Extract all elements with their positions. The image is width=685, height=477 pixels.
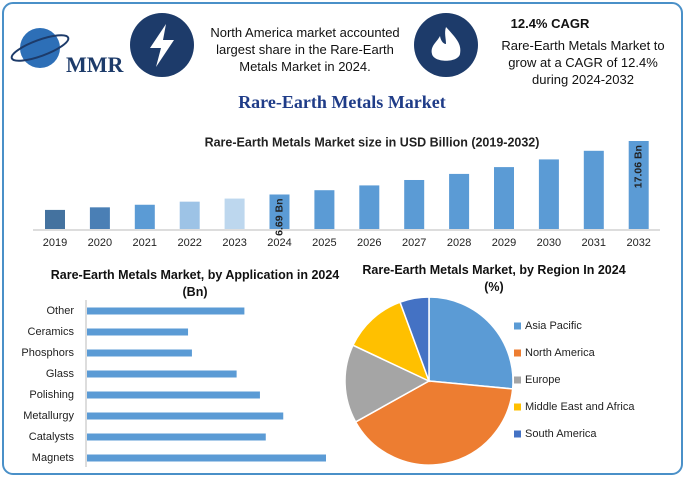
- pie-slice: [351, 301, 431, 383]
- y-tick-label: Polishing: [29, 389, 74, 401]
- chart-title: Rare-Earth Metals Market, by Application…: [50, 268, 340, 299]
- bar: [87, 454, 326, 462]
- bar: [538, 159, 559, 229]
- pie-slice: [344, 344, 431, 423]
- bar: [628, 141, 649, 229]
- lightning-icon: [150, 24, 174, 67]
- x-tick-label: 2027: [402, 237, 426, 249]
- bar: [449, 173, 470, 229]
- pie-slice: [428, 296, 514, 390]
- bar: [87, 391, 260, 399]
- legend-swatch: [514, 349, 521, 357]
- bar: [134, 204, 155, 229]
- fact-text: Rare-Earth Metals Market to grow at a CA…: [501, 38, 665, 87]
- y-tick-label: Glass: [46, 368, 75, 380]
- bar: [224, 198, 245, 229]
- logo-orbit: [10, 34, 70, 62]
- x-tick-label: 2023: [222, 237, 246, 249]
- bar: [87, 328, 189, 336]
- chart-title: Rare-Earth Metals Market size in USD Bil…: [205, 135, 540, 149]
- x-tick-label: 2025: [312, 237, 336, 249]
- chart-title: Rare-Earth Metals Market, by Region In 2…: [362, 263, 626, 294]
- bar: [87, 370, 237, 378]
- flame-icon: [431, 27, 461, 61]
- page-title: Rare-Earth Metals Market: [238, 92, 446, 112]
- x-tick-label: 2030: [537, 237, 561, 249]
- value-label: 17.06 Bn: [632, 145, 644, 188]
- pie-slice: [354, 380, 514, 466]
- x-tick-label: 2019: [43, 237, 67, 249]
- legend-swatch: [514, 430, 521, 438]
- pie-slice: [399, 296, 430, 382]
- bar: [494, 167, 514, 229]
- bar: [269, 194, 290, 229]
- bar: [89, 207, 110, 229]
- legend-label: South America: [525, 428, 597, 440]
- x-tick-label: 2021: [133, 237, 157, 249]
- x-tick-label: 2031: [582, 237, 606, 249]
- bar: [583, 150, 604, 229]
- bar: [404, 179, 425, 229]
- x-tick-label: 2022: [177, 237, 201, 249]
- fact-heading: 12.4% CAGR: [510, 16, 590, 31]
- y-tick-label: Phosphors: [21, 347, 74, 359]
- value-label: 6.69 Bn: [273, 198, 285, 235]
- logo-globe: [20, 28, 60, 68]
- legend-swatch: [514, 376, 521, 384]
- bar: [45, 209, 65, 229]
- y-tick-label: Ceramics: [28, 326, 75, 338]
- y-tick-label: Catalysts: [29, 431, 75, 443]
- fact-text: North America market accounted largest s…: [210, 25, 400, 74]
- legend-label: Asia Pacific: [525, 320, 582, 332]
- logo-text: MMR: [66, 52, 125, 77]
- bar: [314, 190, 335, 229]
- bar: [179, 201, 200, 229]
- bar: [359, 185, 380, 229]
- legend-label: Europe: [525, 374, 560, 386]
- bar: [87, 412, 284, 420]
- bar: [87, 433, 266, 441]
- x-tick-label: 2029: [492, 237, 516, 249]
- x-tick-label: 2020: [88, 237, 112, 249]
- bar: [87, 307, 245, 315]
- x-tick-label: 2028: [447, 237, 471, 249]
- y-tick-label: Metallurgy: [23, 410, 74, 422]
- x-tick-label: 2026: [357, 237, 381, 249]
- legend-swatch: [514, 403, 521, 411]
- bar: [87, 349, 192, 357]
- legend-swatch: [514, 322, 521, 330]
- y-tick-label: Magnets: [32, 452, 75, 464]
- legend-label: North America: [525, 347, 596, 359]
- x-tick-label: 2032: [626, 237, 650, 249]
- y-tick-label: Other: [46, 305, 74, 317]
- x-tick-label: 2024: [267, 237, 291, 249]
- legend-label: Middle East and Africa: [525, 401, 635, 413]
